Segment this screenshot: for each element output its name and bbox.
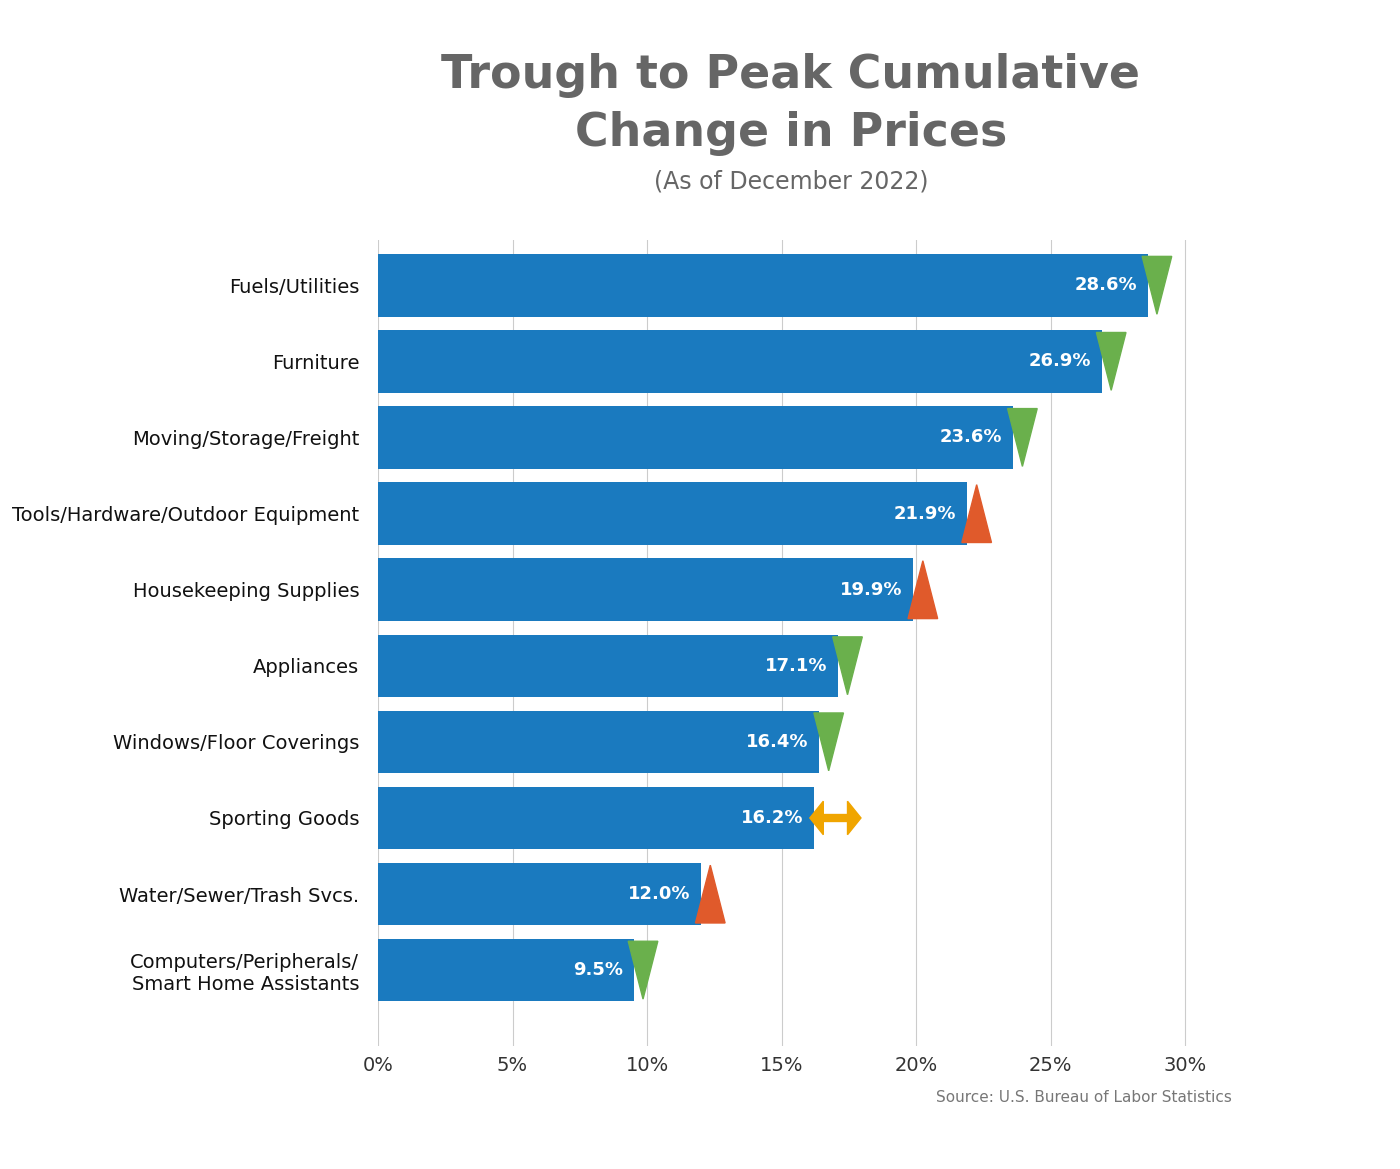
Text: 17.1%: 17.1% [764, 657, 827, 675]
Polygon shape [1008, 409, 1037, 466]
Bar [378, 635, 839, 697]
Text: Trough to Peak Cumulative: Trough to Peak Cumulative [441, 53, 1141, 97]
Bar [378, 254, 1148, 317]
Text: 9.5%: 9.5% [573, 961, 623, 980]
Text: 16.2%: 16.2% [741, 809, 804, 826]
Text: 26.9%: 26.9% [1029, 352, 1091, 371]
Polygon shape [962, 485, 991, 542]
Polygon shape [847, 801, 861, 835]
Text: (As of December 2022): (As of December 2022) [654, 170, 928, 194]
Polygon shape [1142, 256, 1172, 314]
Text: 28.6%: 28.6% [1074, 276, 1137, 295]
Bar [378, 787, 813, 849]
Bar [378, 483, 967, 545]
Polygon shape [1096, 332, 1126, 390]
Text: 19.9%: 19.9% [840, 581, 903, 599]
Bar [378, 330, 1102, 393]
Polygon shape [833, 637, 862, 694]
Text: 12.0%: 12.0% [627, 885, 690, 904]
Polygon shape [629, 941, 658, 999]
Bar [378, 711, 819, 773]
Bar [378, 863, 701, 926]
Polygon shape [909, 561, 938, 618]
Polygon shape [809, 801, 823, 835]
Polygon shape [813, 713, 843, 770]
Text: Source: U.S. Bureau of Labor Statistics: Source: U.S. Bureau of Labor Statistics [937, 1090, 1232, 1105]
Text: 23.6%: 23.6% [939, 429, 1002, 447]
Text: 16.4%: 16.4% [746, 733, 809, 750]
Bar [378, 407, 1014, 469]
Polygon shape [696, 865, 725, 924]
Text: Change in Prices: Change in Prices [575, 111, 1007, 155]
Text: 21.9%: 21.9% [895, 505, 956, 523]
Bar [378, 559, 913, 621]
Bar [378, 939, 634, 1002]
